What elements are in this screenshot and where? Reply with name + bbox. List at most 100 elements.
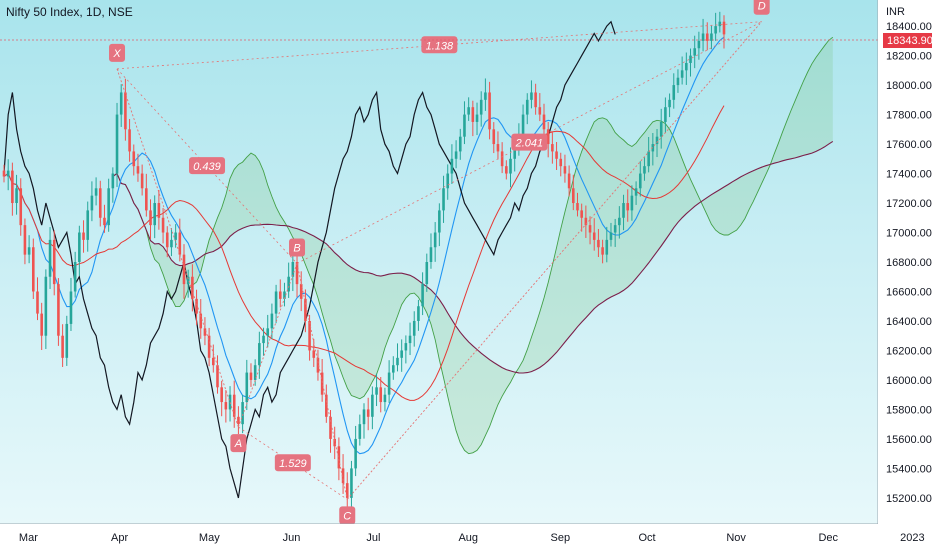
pattern-leg <box>346 21 763 500</box>
point-label: D <box>758 1 766 13</box>
candle-body <box>366 409 370 417</box>
candle-body <box>496 144 500 152</box>
candle-body <box>354 438 357 469</box>
candle-body <box>207 335 211 358</box>
candle-body <box>308 320 311 351</box>
candle-body <box>149 210 152 226</box>
base-line <box>3 105 725 401</box>
candle-body <box>170 239 173 248</box>
candle-body <box>475 114 479 122</box>
candle-body <box>136 166 140 174</box>
harmonic-pattern: 0.439 1.529 2.041 1.138 X A B C D <box>109 0 770 525</box>
candle-body <box>291 262 295 277</box>
candle-body <box>492 129 496 145</box>
pattern-ratio-line <box>116 68 298 264</box>
point-badge <box>230 434 247 453</box>
candle-body <box>212 357 215 366</box>
x-tick-label: Sep <box>551 532 571 544</box>
candle-body <box>622 203 625 218</box>
candle-body <box>98 188 102 218</box>
candle-body <box>69 291 73 324</box>
ratio-label: 0.439 <box>193 161 221 173</box>
candle-body <box>450 158 454 174</box>
candle-body <box>337 446 341 469</box>
candle-body <box>119 92 123 115</box>
candle-body <box>551 144 554 152</box>
candle-body <box>584 217 588 226</box>
ratio-label: 1.138 <box>426 40 454 52</box>
candle-body <box>341 468 345 484</box>
candle-body <box>542 114 546 130</box>
x-tick-label: Apr <box>111 532 128 544</box>
candle-body <box>27 247 31 255</box>
candle-body <box>714 26 717 34</box>
candle-body <box>685 62 688 71</box>
ratio-badge <box>274 454 311 472</box>
candle-body <box>304 298 307 321</box>
candle-body <box>676 77 680 86</box>
candle-body <box>86 210 90 240</box>
candle-body <box>383 394 387 403</box>
candle-body <box>262 335 265 344</box>
candle-body <box>521 114 525 137</box>
point-badge <box>753 0 770 15</box>
candle-body <box>701 33 705 41</box>
candle-body <box>626 203 630 211</box>
point-label: A <box>234 438 242 450</box>
candle-body <box>563 166 567 174</box>
candle-body <box>186 276 190 285</box>
candle-body <box>601 247 604 255</box>
candle-body <box>333 438 336 447</box>
candle-body <box>299 284 303 299</box>
x-axis-panel[interactable] <box>0 524 878 550</box>
candle-body <box>345 483 349 498</box>
candle-body <box>320 372 324 395</box>
y-tick-label: 15800.00 <box>886 404 932 416</box>
candle-body <box>438 210 441 233</box>
plot-area[interactable] <box>0 0 878 524</box>
candle-body <box>325 394 328 417</box>
x-tick-label: Mar <box>19 532 38 544</box>
candle-body <box>425 262 429 285</box>
y-tick-label: 18200.00 <box>886 51 932 63</box>
x-tick-label: Jun <box>283 532 301 544</box>
candle-body <box>312 350 316 358</box>
candle-body <box>609 232 613 240</box>
candle-body <box>534 92 537 108</box>
y-tick-label: 18000.00 <box>886 80 932 92</box>
candle-body <box>270 313 274 329</box>
candle-body <box>630 195 634 211</box>
candle-body <box>182 254 186 285</box>
candle-body <box>241 402 244 425</box>
conversion-line <box>3 36 725 455</box>
point-label: X <box>112 48 121 60</box>
candle-body <box>65 323 69 358</box>
candle-body <box>6 170 10 177</box>
y-axis-panel[interactable] <box>878 0 932 550</box>
candle-body <box>145 188 148 211</box>
candle-body <box>32 247 35 292</box>
candle-body <box>467 107 470 115</box>
point-label: C <box>343 510 351 522</box>
ratio-badge <box>511 133 548 151</box>
y-tick-label: 16600.00 <box>886 286 932 298</box>
candle-body <box>408 335 412 344</box>
candle-body <box>48 239 52 277</box>
candle-body <box>710 33 713 41</box>
candle-body <box>15 188 18 204</box>
candle-body <box>258 343 261 366</box>
candle-body <box>115 114 119 174</box>
ratio-badge <box>421 36 458 54</box>
candle-body <box>479 99 483 115</box>
candle-body <box>392 365 395 373</box>
point-label: B <box>293 242 300 254</box>
candle-body <box>655 136 659 145</box>
y-tick-label: 15200.00 <box>886 493 932 505</box>
candle-body <box>613 225 617 233</box>
y-tick-label: 17800.00 <box>886 110 932 122</box>
pattern-leg <box>237 263 298 428</box>
y-tick-label: 16200.00 <box>886 345 932 357</box>
candle-body <box>278 291 282 299</box>
candle-body <box>488 92 491 130</box>
